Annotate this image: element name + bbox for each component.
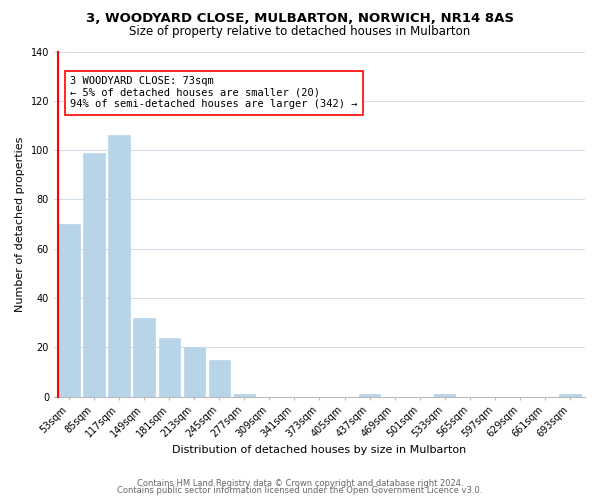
- Bar: [158, 338, 180, 397]
- Bar: [559, 394, 581, 397]
- Text: 3, WOODYARD CLOSE, MULBARTON, NORWICH, NR14 8AS: 3, WOODYARD CLOSE, MULBARTON, NORWICH, N…: [86, 12, 514, 26]
- Bar: [209, 360, 230, 397]
- Bar: [233, 394, 255, 397]
- Text: 3 WOODYARD CLOSE: 73sqm
← 5% of detached houses are smaller (20)
94% of semi-det: 3 WOODYARD CLOSE: 73sqm ← 5% of detached…: [70, 76, 358, 110]
- Bar: [184, 348, 205, 397]
- Bar: [434, 394, 455, 397]
- Bar: [109, 136, 130, 397]
- Bar: [133, 318, 155, 397]
- Bar: [83, 152, 104, 397]
- Bar: [58, 224, 80, 397]
- Y-axis label: Number of detached properties: Number of detached properties: [15, 136, 25, 312]
- Text: Contains HM Land Registry data © Crown copyright and database right 2024.: Contains HM Land Registry data © Crown c…: [137, 478, 463, 488]
- Text: Size of property relative to detached houses in Mulbarton: Size of property relative to detached ho…: [130, 25, 470, 38]
- Text: Contains public sector information licensed under the Open Government Licence v3: Contains public sector information licen…: [118, 486, 482, 495]
- X-axis label: Distribution of detached houses by size in Mulbarton: Distribution of detached houses by size …: [172, 445, 467, 455]
- Bar: [359, 394, 380, 397]
